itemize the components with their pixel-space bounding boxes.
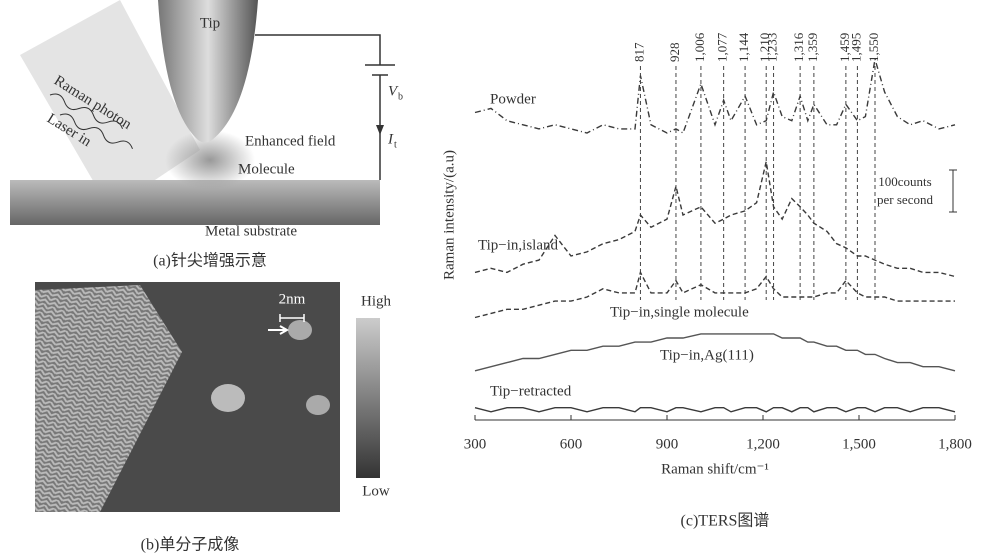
peak-label: 1,550: [866, 33, 881, 62]
it-label: I: [387, 131, 394, 147]
caption-c: (c)TERS图谱: [681, 512, 770, 530]
peak-label: 928: [667, 43, 682, 63]
caption-b: (b)单分子成像: [141, 536, 240, 554]
scale-label: 2nm: [279, 291, 306, 307]
it-sub: t: [394, 139, 397, 150]
current-arrow: [376, 125, 384, 135]
peak-label: 1,359: [805, 33, 820, 62]
peak-label: 1,316: [791, 32, 806, 62]
molecule-spot: [306, 395, 330, 415]
peak-label: 1,233: [765, 33, 780, 62]
x-tick-label: 1,200: [746, 436, 780, 452]
circuit: [255, 35, 395, 180]
series-label: Tip−retracted: [490, 383, 572, 399]
figure: Tip Raman photon Laser in Enhanced field…: [0, 0, 987, 557]
substrate-label: Metal substrate: [205, 223, 297, 239]
enhanced-field-label: Enhanced field: [245, 133, 336, 149]
panel-a: Tip Raman photon Laser in Enhanced field…: [10, 0, 403, 270]
vb-sub: b: [398, 91, 403, 102]
colorbar-high: High: [361, 293, 392, 309]
x-tick-label: 600: [560, 436, 583, 452]
tip-label: Tip: [200, 15, 220, 31]
peak-label: 1,006: [692, 32, 707, 62]
series-label: Tip−in,island: [478, 237, 559, 253]
scale-bar-label: per second: [877, 192, 933, 207]
colorbar: [356, 318, 380, 478]
series-label: Tip−in,single molecule: [610, 304, 749, 320]
x-tick-label: 900: [656, 436, 679, 452]
scale-bar-label: 100counts: [878, 174, 931, 189]
molecule-spot: [288, 320, 312, 340]
x-tick-label: 1,800: [938, 436, 972, 452]
peak-label: 817: [631, 42, 646, 62]
peak-label: 1,495: [848, 33, 863, 62]
series-line: [475, 59, 955, 133]
peak-label: 1,144: [736, 32, 751, 62]
x-tick-label: 300: [464, 436, 487, 452]
series-label: Powder: [490, 91, 536, 107]
peak-label: 1,077: [715, 32, 730, 62]
panel-b: 2nm High Low (b)单分子成像: [35, 282, 392, 554]
panel-c: Raman shift/cm⁻¹ Raman intensity/(a.u) (…: [441, 32, 971, 529]
series-label: Tip−in,Ag(111): [660, 347, 754, 363]
y-axis-label: Raman intensity/(a.u): [441, 150, 457, 280]
x-tick-label: 1,500: [842, 436, 876, 452]
series-line: [475, 408, 955, 412]
caption-a: (a)针尖增强示意: [153, 251, 267, 270]
scale-bar: [949, 170, 957, 212]
molecule-spot: [211, 384, 245, 412]
colorbar-low: Low: [362, 483, 390, 499]
molecule-label: Molecule: [238, 161, 295, 177]
x-axis-label: Raman shift/cm⁻¹: [661, 461, 769, 477]
